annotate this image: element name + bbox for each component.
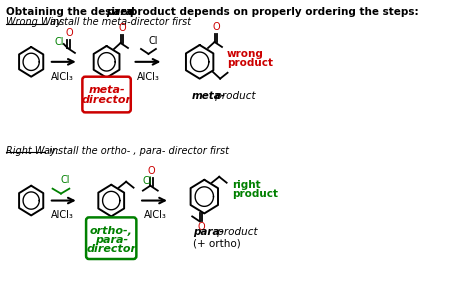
Text: AlCl₃: AlCl₃ [51, 72, 74, 82]
Text: O: O [118, 23, 126, 33]
Text: O: O [197, 222, 205, 232]
Text: product: product [212, 91, 255, 101]
Text: AlCl₃: AlCl₃ [144, 210, 166, 220]
Text: Right Way:: Right Way: [6, 146, 59, 156]
Text: install the ortho- , para- director first: install the ortho- , para- director firs… [46, 146, 229, 156]
Text: (+ ortho): (+ ortho) [193, 238, 241, 248]
Text: meta-: meta- [191, 91, 225, 101]
Text: wrong: wrong [227, 49, 264, 59]
Text: AlCl₃: AlCl₃ [51, 210, 74, 220]
Text: install the meta-director first: install the meta-director first [47, 17, 191, 27]
Text: Obtaining the desired: Obtaining the desired [6, 7, 138, 17]
Text: O: O [148, 166, 155, 176]
Text: director: director [82, 95, 132, 105]
Text: product: product [227, 58, 273, 68]
Text: Cl: Cl [143, 176, 152, 186]
Text: meta-: meta- [88, 85, 125, 95]
Text: ortho-,: ortho-, [90, 226, 133, 236]
Text: Wrong Way:: Wrong Way: [6, 17, 65, 27]
Text: Cl: Cl [55, 37, 64, 47]
Text: Cl: Cl [148, 36, 158, 46]
Text: para-: para- [193, 227, 224, 237]
Text: product: product [232, 188, 278, 199]
Text: para-: para- [95, 235, 128, 245]
Text: AlCl₃: AlCl₃ [137, 72, 160, 82]
FancyBboxPatch shape [86, 217, 137, 259]
Text: director: director [86, 244, 136, 254]
Text: product: product [214, 227, 257, 237]
Text: right: right [232, 180, 261, 190]
Text: - product depends on properly ordering the steps:: - product depends on properly ordering t… [122, 7, 419, 17]
Text: para: para [106, 7, 132, 17]
Text: O: O [65, 28, 73, 38]
FancyBboxPatch shape [82, 77, 131, 112]
Text: Cl: Cl [61, 175, 71, 185]
Text: O: O [212, 22, 220, 32]
